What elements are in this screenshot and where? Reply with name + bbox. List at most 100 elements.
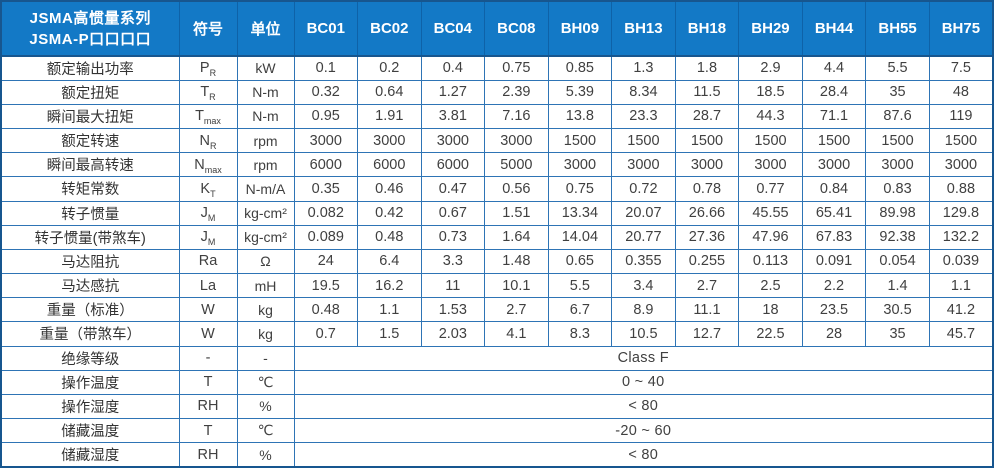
cell-value: 0.4 xyxy=(420,55,486,81)
symbol-base: W xyxy=(201,325,215,342)
row-label: 储藏温度 xyxy=(0,418,180,444)
symbol-base: La xyxy=(199,277,217,294)
symbol-base: RH xyxy=(197,446,219,463)
cell-value: 0.32 xyxy=(293,79,359,105)
cell-value: 18 xyxy=(738,297,803,323)
table-body: 额定输出功率 PR kW 0.1 0.2 0.4 0.75 0.85 1.3 1.8 2.9 4.4 5… xyxy=(0,55,994,468)
cell-value: 0.082 xyxy=(293,200,359,226)
row-unit: kg-cm² xyxy=(236,224,295,250)
cell-value: 1.27 xyxy=(420,79,486,105)
cell-value: 11.1 xyxy=(674,297,740,323)
symbol-base: - xyxy=(205,350,211,367)
row-unit: N-m xyxy=(236,103,295,130)
row-label: 转子惯量(带煞车) xyxy=(0,224,180,250)
col-header-symbol: 符号 xyxy=(178,0,238,57)
symbol-base: Ra xyxy=(198,253,218,270)
cell-value: 7.5 xyxy=(928,55,994,81)
col-header-bc02: BC02 xyxy=(357,0,422,57)
cell-value: 0.46 xyxy=(357,176,422,202)
col-header-unit: 单位 xyxy=(236,0,295,57)
cell-value: 0.48 xyxy=(293,297,359,323)
cell-value: 0.47 xyxy=(420,176,486,202)
table-row: 转子惯量 JM kg-cm² 0.082 0.42 0.67 1.51 13.34 20.07 2… xyxy=(0,200,994,226)
cell-value: 13.8 xyxy=(547,103,613,130)
table-row: 额定扭矩 TR N-m 0.32 0.64 1.27 2.39 5.39 8.34 11.5 18.… xyxy=(0,79,994,105)
cell-value: 87.6 xyxy=(865,103,930,130)
cell-value: 20.07 xyxy=(611,200,676,226)
cell-value: 2.39 xyxy=(484,79,549,105)
row-label: 转子惯量 xyxy=(0,200,180,226)
row-merged-value: < 80 xyxy=(293,393,994,420)
row-label: 操作湿度 xyxy=(0,393,180,420)
cell-value: 5.39 xyxy=(547,79,613,105)
row-symbol: Ra xyxy=(178,248,238,275)
cell-value: 5.5 xyxy=(865,55,930,81)
cell-value: 3000 xyxy=(674,152,740,178)
row-label: 瞬间最高转速 xyxy=(0,152,180,178)
cell-value: 3000 xyxy=(357,128,422,154)
table-row: 储藏湿度 RH% < 80 xyxy=(0,442,994,468)
row-merged-value: -20 ~ 60 xyxy=(293,418,994,444)
cell-value: 0.089 xyxy=(293,224,359,250)
row-unit: kg xyxy=(236,297,295,323)
cell-value: 119 xyxy=(928,103,994,130)
col-header-bh13: BH13 xyxy=(611,0,676,57)
cell-value: 28 xyxy=(801,321,867,347)
row-unit: % xyxy=(236,442,295,468)
cell-value: 0.75 xyxy=(484,55,549,81)
cell-value: 1500 xyxy=(865,128,930,154)
cell-value: 6000 xyxy=(293,152,359,178)
col-header-bh44: BH44 xyxy=(801,0,867,57)
cell-value: 6000 xyxy=(357,152,422,178)
col-header-bc01: BC01 xyxy=(293,0,359,57)
symbol-subscript: max xyxy=(204,164,222,175)
symbol-base: RH xyxy=(197,398,219,415)
cell-value: 89.98 xyxy=(865,200,930,226)
cell-value: 8.3 xyxy=(547,321,613,347)
col-header-bh29: BH29 xyxy=(738,0,803,57)
symbol-base: T xyxy=(200,84,210,101)
symbol-base: P xyxy=(199,60,210,77)
symbol-base: T xyxy=(203,374,213,391)
row-unit: mH xyxy=(236,273,295,299)
symbol-subscript: R xyxy=(209,68,217,79)
table-row: 储藏温度 T ℃ -20 ~ 60 xyxy=(0,418,994,444)
col-header-bh55: BH55 xyxy=(865,0,930,57)
cell-value: 71.1 xyxy=(801,103,867,130)
row-symbol: W xyxy=(178,321,238,347)
cell-value: 11.5 xyxy=(674,79,740,105)
cell-value: 67.83 xyxy=(801,224,867,250)
row-unit: rpm xyxy=(236,152,295,178)
row-symbol: W xyxy=(178,297,238,323)
cell-value: 13.34 xyxy=(547,200,613,226)
row-merged-value: 0 ~ 40 xyxy=(293,369,994,395)
cell-value: 0.2 xyxy=(357,55,422,81)
table-title: JSMA高惯量系列 JSMA-P口口口口 xyxy=(0,0,180,57)
cell-value: 0.091 xyxy=(801,248,867,275)
cell-value: 45.55 xyxy=(738,200,803,226)
row-label: 额定扭矩 xyxy=(0,79,180,105)
cell-value: 65.41 xyxy=(801,200,867,226)
row-label: 重量（标准） xyxy=(0,297,180,323)
table-row: 操作温度 T ℃ 0 ~ 40 xyxy=(0,369,994,395)
header-row: JSMA高惯量系列 JSMA-P口口口口 符号 单位 BC01 BC02 BC04 B… xyxy=(0,0,994,57)
cell-value: 28.7 xyxy=(674,103,740,130)
table-row: 瞬间最高转速 Nmax rpm 6000 6000 6000 5000 3000 3000 300… xyxy=(0,152,994,178)
row-unit: kW xyxy=(236,55,295,81)
table-row: 额定输出功率 PR kW 0.1 0.2 0.4 0.75 0.85 1.3 1.8 2.9 4.4 5… xyxy=(0,55,994,81)
cell-value: 0.054 xyxy=(865,248,930,275)
symbol-subscript: R xyxy=(209,92,216,103)
cell-value: 0.88 xyxy=(928,176,994,202)
cell-value: 0.72 xyxy=(611,176,676,202)
cell-value: 1.8 xyxy=(674,55,740,81)
cell-value: 35 xyxy=(865,79,930,105)
row-merged-value: Class F xyxy=(293,345,994,371)
cell-value: 10.1 xyxy=(484,273,549,299)
cell-value: 3000 xyxy=(420,128,486,154)
cell-value: 3.4 xyxy=(611,273,676,299)
symbol-base: K xyxy=(200,180,211,197)
cell-value: 47.96 xyxy=(738,224,803,250)
col-header-bh18: BH18 xyxy=(674,0,740,57)
